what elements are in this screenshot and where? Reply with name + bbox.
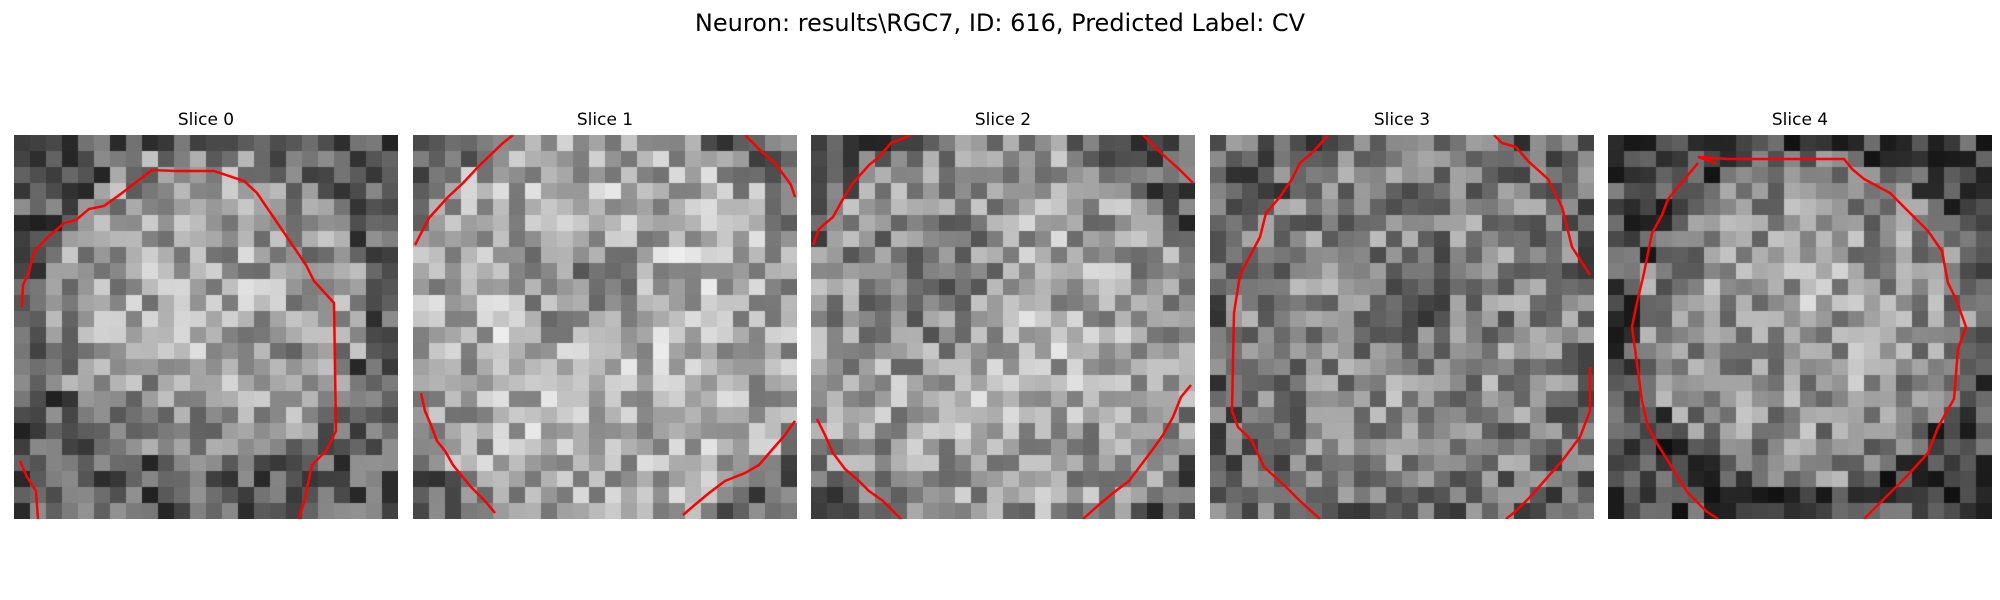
slice-4-image: [1608, 135, 1992, 519]
slice-3-title: Slice 3: [1373, 110, 1431, 130]
slice-2-image: [811, 135, 1195, 519]
slice-2-panel: Slice 2: [811, 110, 1195, 519]
slice-4-title: Slice 4: [1771, 110, 1829, 130]
slice-0-title: Slice 0: [177, 110, 235, 130]
slice-4-panel: Slice 4: [1608, 110, 1992, 519]
slice-0-image: [14, 135, 398, 519]
slice-1-image: [413, 135, 797, 519]
slice-0-panel: Slice 0: [14, 110, 398, 519]
figure-title: Neuron: results\RGC7, ID: 616, Predicted…: [694, 9, 1306, 37]
slice-2-title: Slice 2: [974, 110, 1032, 130]
slice-1-panel: Slice 1: [413, 110, 797, 519]
slice-1-title: Slice 1: [576, 110, 634, 130]
slice-3-panel: Slice 3: [1210, 110, 1594, 519]
slice-3-image: [1210, 135, 1594, 519]
